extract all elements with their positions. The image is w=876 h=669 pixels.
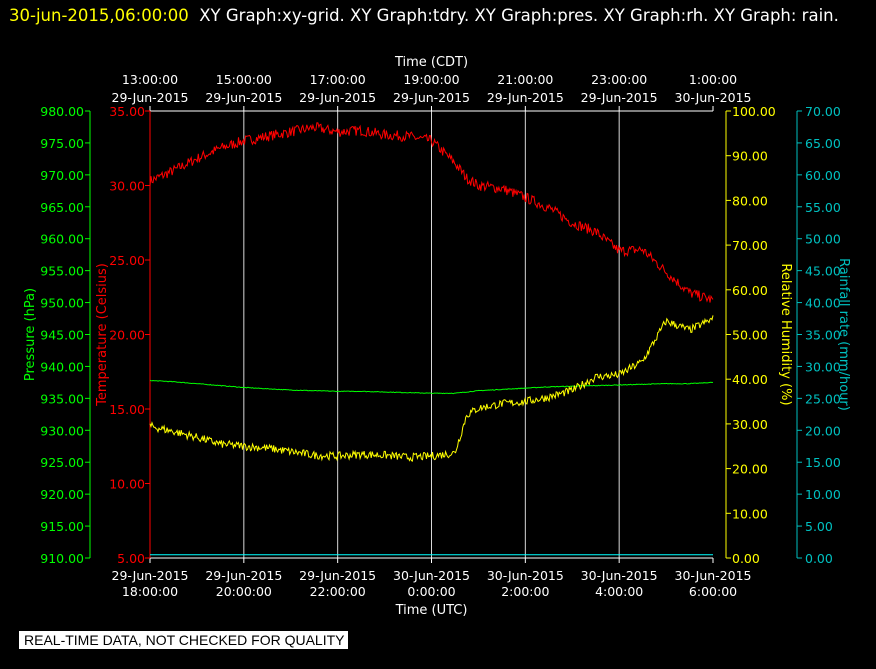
x-tick-label-top-time: 23:00:00: [591, 72, 647, 87]
rain-tick-label: 20.00: [805, 423, 841, 438]
x-axis-title-top: Time (CDT): [394, 55, 468, 70]
x-tick-label-top-date: 29-Jun-2015: [112, 90, 189, 105]
x-tick-label-top-time: 19:00:00: [403, 72, 459, 87]
pressure-tick-label: 975.00: [40, 136, 84, 151]
x-tick-label-bottom-date: 30-Jun-2015: [487, 568, 564, 583]
pressure-tick-label: 965.00: [40, 200, 84, 215]
rain-tick-label: 55.00: [805, 200, 841, 215]
x-tick-label-bottom-time: 6:00:00: [689, 584, 737, 599]
rain-tick-label: 50.00: [805, 232, 841, 247]
humidity-tick-label: 100.00: [732, 104, 776, 119]
x-tick-label-top-date: 29-Jun-2015: [487, 90, 564, 105]
pressure-tick-label: 925.00: [40, 455, 84, 470]
rain-tick-label: 70.00: [805, 104, 841, 119]
pressure-tick-label: 950.00: [40, 296, 84, 311]
x-tick-label-bottom-time: 18:00:00: [122, 584, 178, 599]
humidity-tick-label: 80.00: [732, 193, 768, 208]
pressure-tick-label: 980.00: [40, 104, 84, 119]
rain-tick-label: 30.00: [805, 359, 841, 374]
x-tick-label-bottom-time: 20:00:00: [216, 584, 272, 599]
humidity-tick-label: 20.00: [732, 462, 768, 477]
pressure-tick-label: 940.00: [40, 359, 84, 374]
x-tick-label-top-date: 30-Jun-2015: [675, 90, 752, 105]
humidity-tick-label: 10.00: [732, 506, 768, 521]
temperature-tick-label: 15.00: [109, 402, 145, 417]
temperature-tick-label: 20.00: [109, 328, 145, 343]
x-tick-label-top-time: 15:00:00: [216, 72, 272, 87]
pressure-tick-label: 935.00: [40, 391, 84, 406]
x-tick-label-bottom-date: 29-Jun-2015: [205, 568, 282, 583]
rain-tick-label: 35.00: [805, 328, 841, 343]
humidity-axis-title: Relative Humidity (%): [778, 263, 793, 405]
x-tick-label-top-date: 29-Jun-2015: [581, 90, 658, 105]
x-tick-label-bottom-date: 30-Jun-2015: [675, 568, 752, 583]
rain-tick-label: 40.00: [805, 296, 841, 311]
x-tick-label-top-date: 29-Jun-2015: [299, 90, 376, 105]
pressure-tick-label: 915.00: [40, 519, 84, 534]
rain-tick-label: 5.00: [805, 519, 833, 534]
pressure-axis-title: Pressure (hPa): [23, 288, 38, 381]
humidity-tick-label: 60.00: [732, 283, 768, 298]
x-axis-title-bottom: Time (UTC): [395, 603, 468, 618]
rain-tick-label: 65.00: [805, 136, 841, 151]
temperature-tick-label: 10.00: [109, 477, 145, 492]
x-tick-label-bottom-date: 29-Jun-2015: [112, 568, 189, 583]
x-tick-label-top-date: 29-Jun-2015: [393, 90, 470, 105]
temperature-tick-label: 35.00: [109, 104, 145, 119]
rain-axis-title: Rainfall rate (mm/hour): [836, 258, 851, 411]
rain-tick-label: 15.00: [805, 455, 841, 470]
pressure-tick-label: 920.00: [40, 487, 84, 502]
rain-tick-label: 0.00: [805, 551, 833, 566]
x-tick-label-bottom-time: 0:00:00: [407, 584, 455, 599]
x-tick-label-top-time: 1:00:00: [689, 72, 737, 87]
temperature-axis-title: Temperature (Celsius): [95, 263, 110, 407]
pressure-tick-label: 960.00: [40, 232, 84, 247]
rain-tick-label: 45.00: [805, 264, 841, 279]
pressure-tick-label: 910.00: [40, 551, 84, 566]
humidity-tick-label: 30.00: [732, 417, 768, 432]
x-tick-label-bottom-date: 30-Jun-2015: [393, 568, 470, 583]
header-title: 30-jun-2015,06:00:00 XY Graph:xy-grid. X…: [9, 2, 869, 30]
humidity-tick-label: 70.00: [732, 238, 768, 253]
humidity-tick-label: 90.00: [732, 149, 768, 164]
pressure-tick-label: 970.00: [40, 168, 84, 183]
temperature-series-line: [149, 122, 714, 303]
x-tick-label-bottom-time: 4:00:00: [595, 584, 643, 599]
rain-tick-label: 10.00: [805, 487, 841, 502]
header-timestamp: 30-jun-2015,06:00:00: [9, 6, 189, 25]
x-tick-label-bottom-date: 29-Jun-2015: [299, 568, 376, 583]
humidity-tick-label: 40.00: [732, 372, 768, 387]
rain-tick-label: 25.00: [805, 391, 841, 406]
x-tick-label-bottom-time: 2:00:00: [501, 584, 549, 599]
x-tick-label-top-time: 21:00:00: [497, 72, 553, 87]
humidity-tick-label: 0.00: [732, 551, 760, 566]
x-tick-label-bottom-date: 30-Jun-2015: [581, 568, 658, 583]
temperature-tick-label: 30.00: [109, 179, 145, 194]
pressure-series-line: [149, 379, 714, 395]
humidity-series-line: [149, 315, 714, 462]
quality-notice: REAL-TIME DATA, NOT CHECKED FOR QUALITY: [19, 631, 349, 649]
rain-tick-label: 60.00: [805, 168, 841, 183]
humidity-tick-label: 50.00: [732, 328, 768, 343]
temperature-tick-label: 5.00: [117, 551, 145, 566]
x-tick-label-bottom-time: 22:00:00: [310, 584, 366, 599]
x-tick-label-top-time: 17:00:00: [310, 72, 366, 87]
temperature-tick-label: 25.00: [109, 253, 145, 268]
pressure-tick-label: 945.00: [40, 328, 84, 343]
x-tick-label-top-time: 13:00:00: [122, 72, 178, 87]
pressure-tick-label: 955.00: [40, 264, 84, 279]
pressure-tick-label: 930.00: [40, 423, 84, 438]
header-graph-list: XY Graph:xy-grid. XY Graph:tdry. XY Grap…: [199, 6, 839, 25]
x-tick-label-top-date: 29-Jun-2015: [205, 90, 282, 105]
